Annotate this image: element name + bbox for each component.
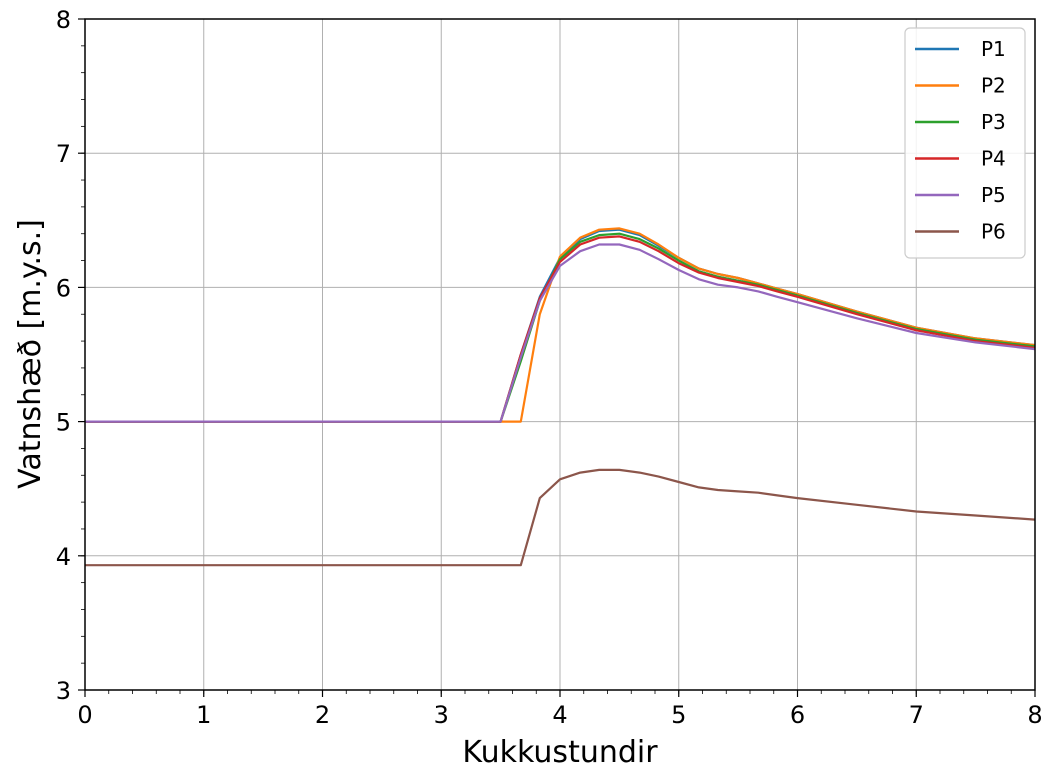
- x-tick-label: 7: [909, 701, 924, 729]
- legend-label: P5: [981, 183, 1006, 207]
- series-group: [85, 227, 1036, 567]
- x-tick-label: 6: [790, 701, 805, 729]
- x-axis-title: Kukkustundir: [462, 735, 658, 770]
- y-tick-label: 3: [56, 677, 71, 705]
- legend-label: P2: [981, 74, 1006, 98]
- legend-label: P1: [981, 37, 1006, 61]
- legend-box: [904, 27, 1026, 259]
- x-tick-label: 2: [315, 701, 330, 729]
- x-tick-label: 3: [434, 701, 449, 729]
- series-line-p5: [85, 243, 1036, 423]
- legend-label: P6: [981, 220, 1006, 244]
- y-tick-label: 7: [56, 140, 71, 168]
- series-line-p2: [85, 227, 1036, 423]
- ticks: 0 1 2 3 4 5 6 7 8 3 4 5 6 7 8: [56, 6, 1043, 729]
- y-tick-label: 4: [56, 543, 71, 571]
- y-tick-label: 5: [56, 409, 71, 437]
- series-line-p6: [85, 468, 1036, 567]
- x-tick-label: 8: [1027, 701, 1042, 729]
- x-tick-label: 4: [552, 701, 567, 729]
- x-tick-label: 1: [196, 701, 211, 729]
- legend-label: P4: [981, 147, 1006, 171]
- y-axis-title: Vatnshæð [m.y.s.]: [13, 219, 48, 489]
- legend: P1 P2 P3 P4 P5 P6: [904, 27, 1026, 259]
- x-tick-label: 0: [77, 701, 92, 729]
- series-line-p4: [85, 235, 1036, 423]
- y-tick-label: 8: [56, 6, 71, 34]
- legend-label: P3: [981, 110, 1006, 134]
- y-tick-label: 6: [56, 274, 71, 302]
- x-tick-label: 5: [671, 701, 686, 729]
